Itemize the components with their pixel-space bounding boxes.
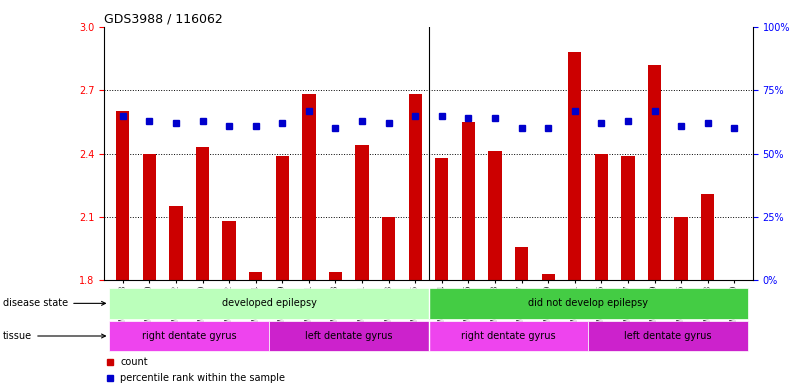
Bar <box>701 194 714 280</box>
Text: count: count <box>120 357 148 367</box>
Bar <box>594 154 608 280</box>
Bar <box>409 94 422 280</box>
Bar <box>356 145 368 280</box>
Bar <box>568 52 582 280</box>
Bar <box>110 288 429 319</box>
Bar <box>648 65 661 280</box>
Bar <box>622 156 634 280</box>
Bar <box>674 217 688 280</box>
Bar <box>329 272 342 280</box>
Bar <box>110 321 269 351</box>
Text: left dentate gyrus: left dentate gyrus <box>305 331 392 341</box>
Text: disease state: disease state <box>3 298 106 308</box>
Text: developed epilepsy: developed epilepsy <box>222 298 316 308</box>
Bar <box>489 151 501 280</box>
Text: right dentate gyrus: right dentate gyrus <box>142 331 236 341</box>
Text: left dentate gyrus: left dentate gyrus <box>624 331 711 341</box>
Text: did not develop epilepsy: did not develop epilepsy <box>528 298 648 308</box>
Text: percentile rank within the sample: percentile rank within the sample <box>120 373 285 383</box>
Bar <box>223 221 235 280</box>
Bar <box>382 217 396 280</box>
Bar <box>515 247 528 280</box>
Text: right dentate gyrus: right dentate gyrus <box>461 331 556 341</box>
Bar <box>541 274 555 280</box>
Bar <box>435 158 449 280</box>
Bar <box>143 154 156 280</box>
Bar <box>302 94 316 280</box>
Bar <box>429 288 747 319</box>
Bar <box>116 111 130 280</box>
Bar <box>461 122 475 280</box>
Text: tissue: tissue <box>3 331 106 341</box>
Bar <box>269 321 429 351</box>
Bar <box>169 207 183 280</box>
Bar <box>588 321 747 351</box>
Text: GDS3988 / 116062: GDS3988 / 116062 <box>104 13 223 26</box>
Bar <box>249 272 263 280</box>
Bar <box>429 321 588 351</box>
Bar <box>196 147 209 280</box>
Bar <box>276 156 289 280</box>
